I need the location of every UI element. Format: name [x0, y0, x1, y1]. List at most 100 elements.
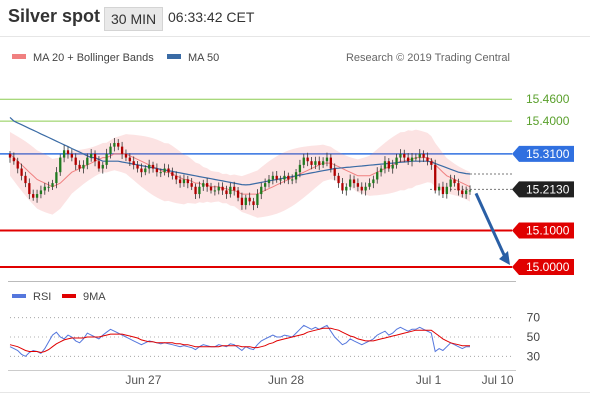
target-arrow-shaft — [474, 192, 507, 258]
candle-body — [349, 179, 352, 187]
candle-body — [55, 172, 58, 184]
price-label-support-4: 15.1000 — [526, 224, 570, 238]
candle-body — [78, 164, 81, 169]
candle-body — [221, 186, 224, 191]
x-axis-label-1: Jun 28 — [268, 373, 304, 387]
candle-body — [97, 161, 101, 169]
candle-body — [356, 183, 360, 187]
candle-body — [171, 172, 174, 176]
candle-body — [47, 186, 50, 188]
candle-body — [101, 164, 104, 169]
candle-body — [8, 153, 12, 158]
price-label-resistance-1: 15.4000 — [526, 114, 570, 128]
candle-body — [453, 179, 456, 184]
candle-body — [418, 153, 421, 158]
candle-body — [240, 197, 244, 206]
candle-body — [12, 157, 16, 162]
candle-body — [461, 190, 464, 195]
x-axis-label-0: Jun 27 — [125, 373, 161, 387]
ma20-line — [9, 153, 471, 195]
candle-body — [325, 157, 329, 162]
candle-body — [368, 183, 371, 187]
candle-body — [205, 183, 209, 187]
legend-swatch-ma50 — [167, 54, 181, 59]
candle-body — [148, 164, 151, 169]
candle-body — [194, 186, 197, 195]
price-tag-pivot-2 — [512, 145, 574, 162]
candle-body — [464, 190, 468, 195]
candle-body — [186, 179, 189, 184]
candle-body — [236, 190, 240, 198]
x-axis-label-2: Jul 1 — [416, 373, 442, 387]
candle-body — [233, 186, 236, 191]
candle-body — [395, 157, 398, 165]
candle-body — [136, 164, 139, 169]
candle-body — [457, 183, 460, 191]
candle-body — [35, 194, 39, 198]
candle-body — [140, 168, 143, 173]
candle-body — [43, 186, 46, 191]
candle-body — [341, 183, 344, 191]
candle-body — [175, 175, 178, 180]
legend-label-rsi: RSI — [33, 291, 51, 303]
ma50-line — [9, 116, 471, 186]
candle-body — [144, 168, 147, 173]
candle-body — [321, 161, 325, 165]
rsi-tick-label-0: 70 — [527, 311, 541, 325]
candle-body — [163, 168, 166, 173]
price-tag-support-4 — [512, 222, 574, 239]
rsi-tick-label-2: 30 — [527, 349, 541, 363]
candle-body — [225, 190, 228, 195]
candle-body — [468, 190, 472, 192]
legend-label-9ma: 9MA — [83, 291, 106, 303]
candle-body — [62, 150, 66, 158]
timestamp: 06:33:42 CET — [168, 9, 255, 25]
legend-swatch-rsi — [12, 294, 26, 298]
candle-body — [159, 172, 162, 174]
price-tag-support-5 — [512, 259, 574, 276]
candle-body — [124, 153, 128, 158]
candle-body — [217, 186, 220, 191]
candle-body — [82, 164, 85, 169]
candle-body — [155, 168, 159, 173]
rsi-line — [9, 324, 470, 357]
candle-body — [39, 190, 43, 195]
candle-body — [403, 153, 406, 158]
instrument-title: Silver spot — [8, 6, 101, 26]
candle-body — [306, 157, 309, 162]
candle-body — [20, 168, 23, 176]
candle-body — [310, 161, 313, 165]
candle-body — [28, 183, 31, 195]
candle-body — [337, 175, 340, 184]
candle-body — [256, 194, 259, 206]
candle-body — [178, 179, 182, 184]
candle-body — [86, 157, 89, 165]
candle-body — [434, 164, 437, 191]
candle-body — [151, 164, 155, 169]
candle-body — [59, 157, 62, 173]
candle-body — [387, 161, 390, 169]
candle-body — [167, 168, 170, 173]
candle-body — [449, 179, 452, 187]
candle-body — [426, 157, 429, 162]
candle-body — [74, 157, 77, 165]
candle-body — [24, 175, 27, 184]
candle-body — [294, 172, 298, 180]
candle-body — [302, 157, 305, 165]
candle-body — [32, 194, 35, 198]
bollinger-band-fill — [10, 129, 470, 218]
candle-body — [213, 190, 217, 192]
candle-body — [372, 179, 375, 184]
legend-label-ma50: MA 50 — [188, 52, 219, 64]
candle-body — [263, 183, 267, 187]
candle-body — [287, 175, 290, 180]
chart-header: Silver spot 30 MIN 06:33:42 CET — [0, 0, 590, 36]
candle-body — [314, 161, 317, 165]
candle-body — [260, 186, 263, 195]
candle-body — [90, 153, 93, 158]
candle-body — [16, 161, 19, 169]
interval-button[interactable]: 30 MIN — [104, 7, 164, 31]
rsi-tick-label-1: 50 — [527, 330, 541, 344]
candle-body — [376, 172, 379, 180]
